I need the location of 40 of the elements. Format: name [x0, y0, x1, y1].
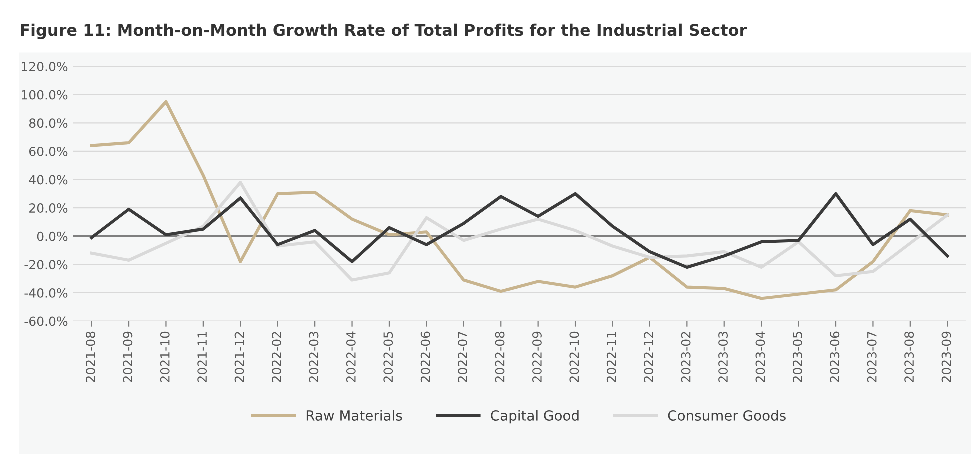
- x-tick-label: 2022-09: [532, 332, 542, 382]
- x-tick-label: 2023-09: [942, 332, 952, 382]
- chart-title: Figure 11: Month-on-Month Growth Rate of Total Profits for the Industrial Sector: [21, 24, 748, 40]
- x-tick-label: 2022-04: [346, 332, 356, 382]
- y-tick-label: 100.0%: [22, 90, 68, 100]
- y-tick-label: 60.0%: [30, 146, 68, 156]
- legend-label: Capital Good: [491, 410, 579, 424]
- x-tick-label: 2023-07: [867, 332, 877, 382]
- x-tick-label: 2022-03: [309, 332, 319, 382]
- x-tick-label: 2021-12: [234, 332, 244, 382]
- legend-label: Raw Materials: [306, 410, 402, 421]
- y-tick-label: 0.0%: [37, 232, 68, 242]
- x-tick-label: 2022-07: [458, 332, 468, 382]
- y-tick-label: 80.0%: [29, 118, 68, 128]
- x-tick-label: 2023-05: [792, 332, 802, 382]
- x-tick-label: 2023-03: [718, 332, 728, 382]
- x-tick-label: 2023-08: [904, 332, 914, 382]
- x-tick-label: 2022-06: [420, 332, 430, 382]
- x-tick-label: 2022-12: [644, 332, 654, 382]
- line-series: [90, 192, 950, 270]
- x-tick-label: 2022-02: [272, 332, 282, 382]
- x-tick-label: 2021-09: [123, 332, 133, 382]
- x-tick-label: 2022-05: [384, 332, 394, 382]
- y-tick-label: 120.0%: [22, 62, 68, 72]
- x-tick-label: 2023-06: [830, 332, 840, 382]
- x-tick-label: 2022-10: [570, 332, 580, 382]
- x-tick-label: 2022-08: [495, 332, 505, 382]
- y-tick-label: -40.0%: [24, 288, 68, 298]
- x-tick-label: 2021-11: [198, 332, 208, 382]
- line-series: [90, 100, 950, 300]
- x-tick-label: 2021-08: [86, 332, 96, 382]
- y-tick-label: 20.0%: [30, 204, 68, 214]
- y-tick-label: -20.0%: [24, 260, 68, 270]
- x-tick-label: 2023-04: [756, 332, 766, 382]
- x-tick-label: 2021-10: [160, 332, 170, 382]
- x-tick-label: 2023-02: [681, 332, 691, 382]
- legend-label: Consumer Goods: [668, 410, 786, 421]
- y-tick-label: 40.0%: [29, 175, 68, 185]
- x-tick-label: 2022-11: [606, 332, 616, 382]
- y-tick-label: -60.0%: [24, 316, 68, 326]
